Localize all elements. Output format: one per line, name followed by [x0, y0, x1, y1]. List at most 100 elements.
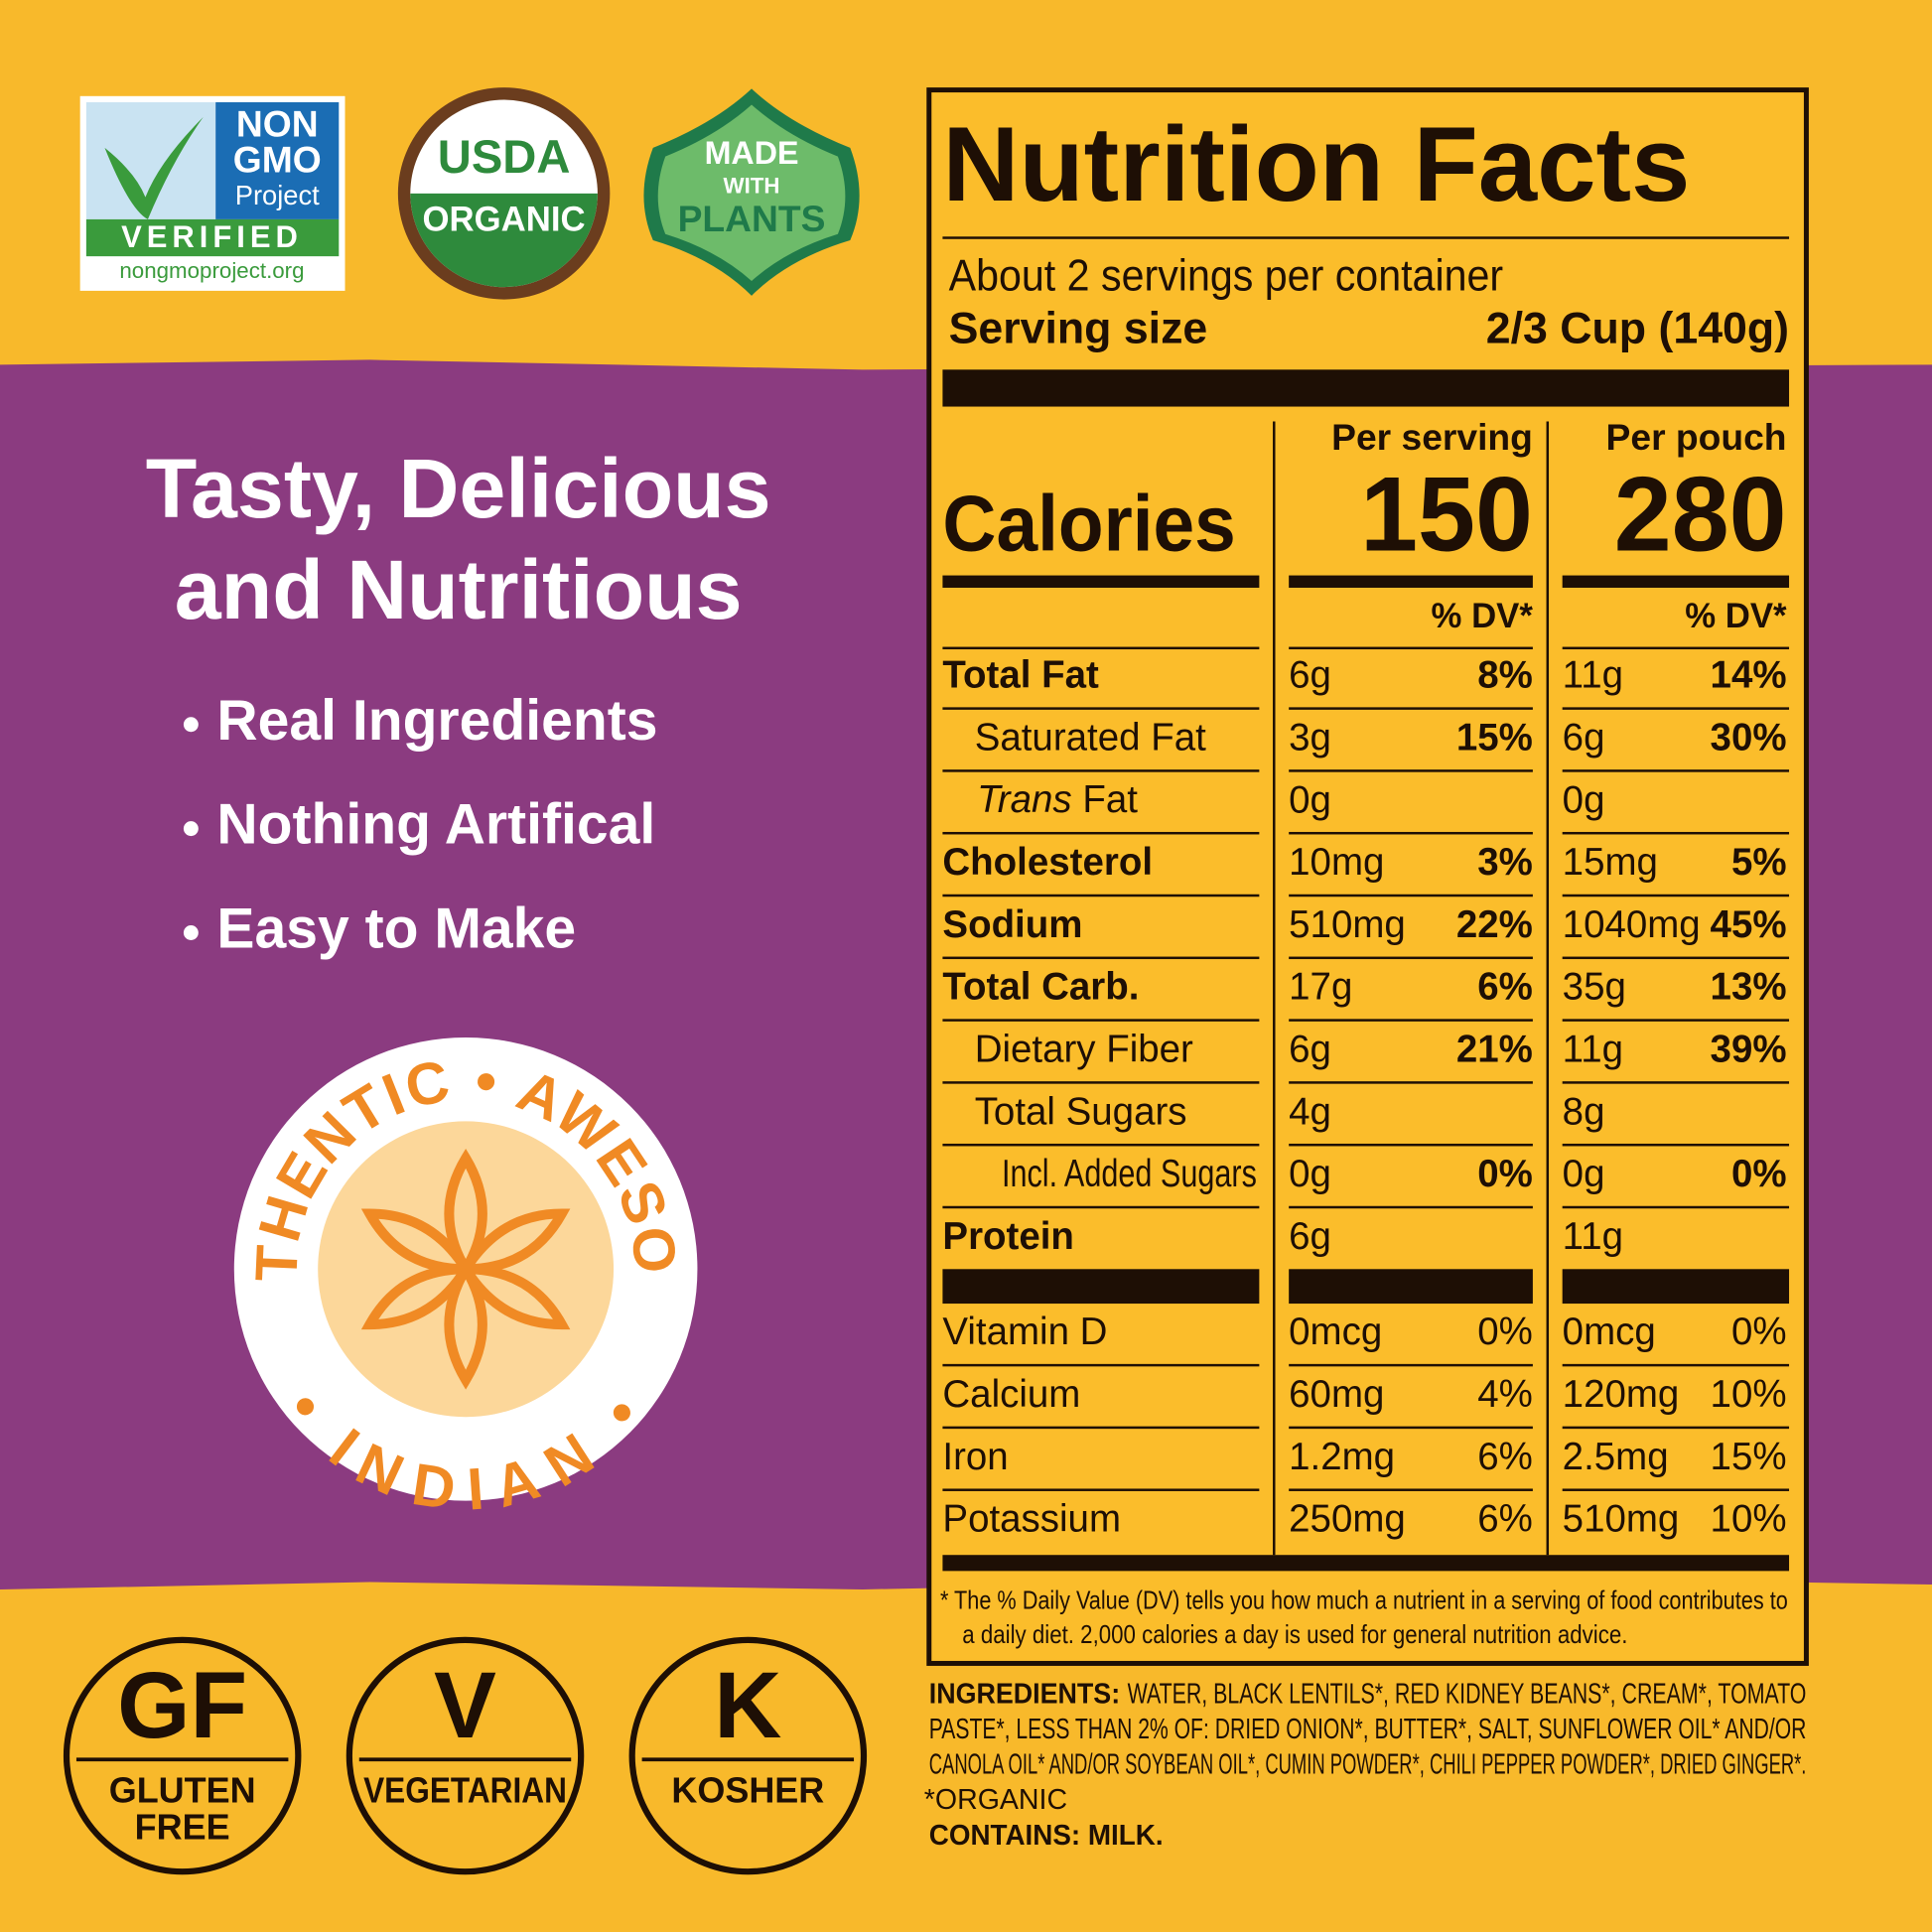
badge-text: MADE [705, 135, 799, 171]
rule [1562, 646, 1790, 650]
dv-header: % DV* [1685, 598, 1787, 635]
column-header: Per serving [1331, 416, 1533, 458]
rule [1562, 1205, 1790, 1209]
rule [1289, 575, 1533, 588]
dv-header: % DV* [1432, 598, 1534, 635]
amount: 4g [1289, 1090, 1331, 1133]
nutrient-name: Calcium [942, 1373, 1080, 1416]
rule [1562, 1426, 1790, 1430]
icon-label: KOSHER [671, 1769, 824, 1810]
daily-value: 6% [1477, 1498, 1533, 1541]
badge-text: WITH [724, 174, 780, 199]
amount: 0g [1563, 1153, 1605, 1195]
nutrient-name: Protein [942, 1215, 1074, 1258]
rule [1562, 1081, 1790, 1084]
contains: CONTAINS: MILK. [929, 1820, 1164, 1852]
rule [1289, 1488, 1533, 1491]
rule [1289, 1363, 1533, 1367]
daily-value: 15% [1711, 1436, 1787, 1478]
amount: 0g [1563, 778, 1605, 821]
daily-value: 4% [1477, 1373, 1533, 1416]
rule [942, 646, 1260, 650]
rule [1562, 575, 1790, 588]
usda-badge: USDA ORGANIC [397, 87, 611, 300]
bullet-text: Real Ingredients [216, 689, 657, 753]
badge-text: USDA [438, 130, 571, 183]
badge-field [410, 193, 598, 288]
rule [942, 894, 1260, 897]
plants-badge: MADE WITH PLANTS [643, 88, 860, 296]
amount: 35g [1563, 966, 1626, 1009]
rule [942, 769, 1260, 772]
badge-text: nongmoproject.org [119, 258, 304, 283]
daily-value: 21% [1456, 1029, 1533, 1071]
rule [942, 575, 1260, 588]
nutrient-name: Saturated Fat [975, 717, 1206, 759]
daily-value: 6% [1477, 966, 1533, 1009]
nutrient-name: Total Sugars [975, 1090, 1187, 1133]
nutrient-name: Potassium [942, 1498, 1121, 1541]
badge-panel [215, 102, 340, 219]
title: Nutrition Facts [942, 104, 1690, 223]
calories-label: Calories [942, 480, 1235, 568]
rule [1289, 956, 1533, 960]
amount: 6g [1289, 1215, 1331, 1258]
badge-text: ORGANIC [423, 202, 586, 239]
nutrient-name: Incl. Added Sugars [1002, 1153, 1257, 1195]
footnote: a daily diet. 2,000 calories a day is us… [962, 1619, 1627, 1649]
calories-value: 280 [1614, 454, 1787, 573]
bullets: Real Ingredients Nothing Artifical Easy to… [183, 689, 657, 961]
nutrient-name: Iron [942, 1436, 1008, 1478]
icon-ring [628, 1636, 868, 1875]
bullet-dot [183, 925, 199, 940]
rule [942, 1019, 1260, 1022]
label-box [926, 87, 1809, 1666]
check-icon [104, 116, 204, 219]
ingredients: INGREDIENTS: WATER, BLACK LENTILS*, RED K… [924, 1678, 1807, 1852]
amount: 3g [1289, 717, 1331, 759]
rule [1562, 707, 1790, 710]
badge-text: GMO [233, 139, 322, 181]
serving-size: 2/3 Cup (140g) [1486, 305, 1789, 353]
rule [942, 1488, 1260, 1491]
amount: 11g [1563, 654, 1623, 697]
ingredients-line: PASTE*, LESS THAN 2% OF: DRIED ONION*, B… [929, 1714, 1807, 1745]
rule [1289, 1081, 1533, 1084]
daily-value: 39% [1711, 1029, 1787, 1071]
rule [942, 1363, 1260, 1367]
daily-value: 10% [1711, 1373, 1787, 1416]
badge-text: PLANTS [678, 198, 826, 239]
bullet-dot [183, 821, 199, 837]
rule [942, 369, 1790, 407]
badge-strip [85, 218, 340, 257]
nutrient-name: Sodium [942, 903, 1082, 946]
rule [942, 707, 1260, 710]
amount: 250mg [1289, 1498, 1406, 1541]
headline: Tasty, Delicious [146, 442, 771, 535]
rule [1562, 1488, 1790, 1491]
daily-value: 22% [1456, 903, 1533, 946]
rule [1289, 769, 1533, 772]
rule [942, 831, 1260, 835]
icon-label: VEGETARIAN [363, 1769, 567, 1810]
rule [1289, 894, 1533, 897]
amount: 2.5mg [1563, 1436, 1669, 1478]
amount: 0g [1289, 778, 1331, 821]
rule [942, 1269, 1260, 1305]
daily-value: 8% [1477, 654, 1533, 697]
rule [942, 236, 1790, 239]
headline: and Nutritious [175, 543, 743, 636]
amount: 11g [1563, 1215, 1623, 1258]
ingredients-line: WATER, BLACK LENTILS*, RED KIDNEY BEANS*… [1128, 1678, 1807, 1710]
badge-text: NON [236, 103, 319, 145]
nutrition-facts: Nutrition Facts About 2 servings per cont… [926, 87, 1809, 1666]
amount: 17g [1289, 966, 1352, 1009]
amount: 0mcg [1563, 1311, 1656, 1353]
nutrient-name-part: Trans [977, 778, 1071, 821]
badge-text: VERIFIED [121, 219, 303, 254]
daily-value: 13% [1711, 966, 1787, 1009]
amount: 6g [1289, 1029, 1331, 1071]
icon-label: GLUTEN [109, 1769, 256, 1810]
amount: 8g [1563, 1090, 1605, 1133]
